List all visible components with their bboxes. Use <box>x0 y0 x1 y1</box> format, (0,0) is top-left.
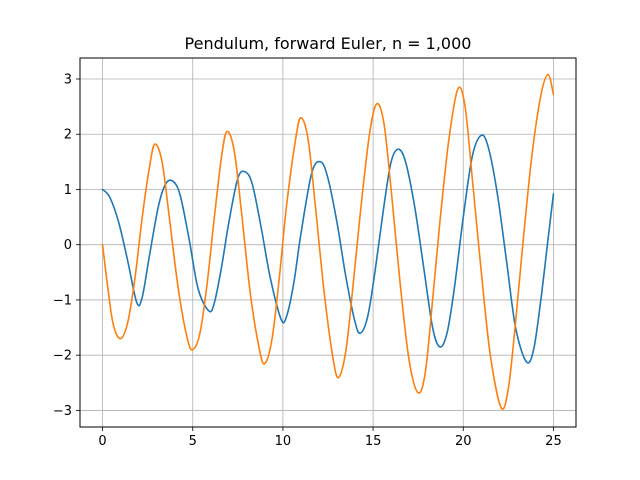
y-tick-label: −1 <box>53 293 72 308</box>
x-tick-label: 10 <box>275 434 292 449</box>
y-tick-label: 3 <box>64 72 72 87</box>
series-line-1 <box>101 134 555 364</box>
x-tick-label: 25 <box>545 434 562 449</box>
x-tick-label: 0 <box>98 434 106 449</box>
x-tick-label: 5 <box>189 434 197 449</box>
series-layer <box>101 73 555 410</box>
x-tick-label: 15 <box>365 434 382 449</box>
series-line-2 <box>101 73 555 410</box>
chart-title: Pendulum, forward Euler, n = 1,000 <box>185 34 472 53</box>
y-tick-label: 2 <box>64 128 72 143</box>
y-axis-ticks: −3 −2 −1 0 1 2 3 <box>53 72 80 419</box>
plot-frame <box>79 57 577 428</box>
x-axis-ticks: 0 5 10 15 20 25 <box>98 427 562 449</box>
y-tick-label: −2 <box>53 349 72 364</box>
plot-background <box>80 58 576 427</box>
x-tick-label: 20 <box>455 434 472 449</box>
y-tick-label: 0 <box>64 238 72 253</box>
plot-area <box>79 57 577 428</box>
y-tick-label: 1 <box>64 183 72 198</box>
y-tick-label: −3 <box>53 404 72 419</box>
